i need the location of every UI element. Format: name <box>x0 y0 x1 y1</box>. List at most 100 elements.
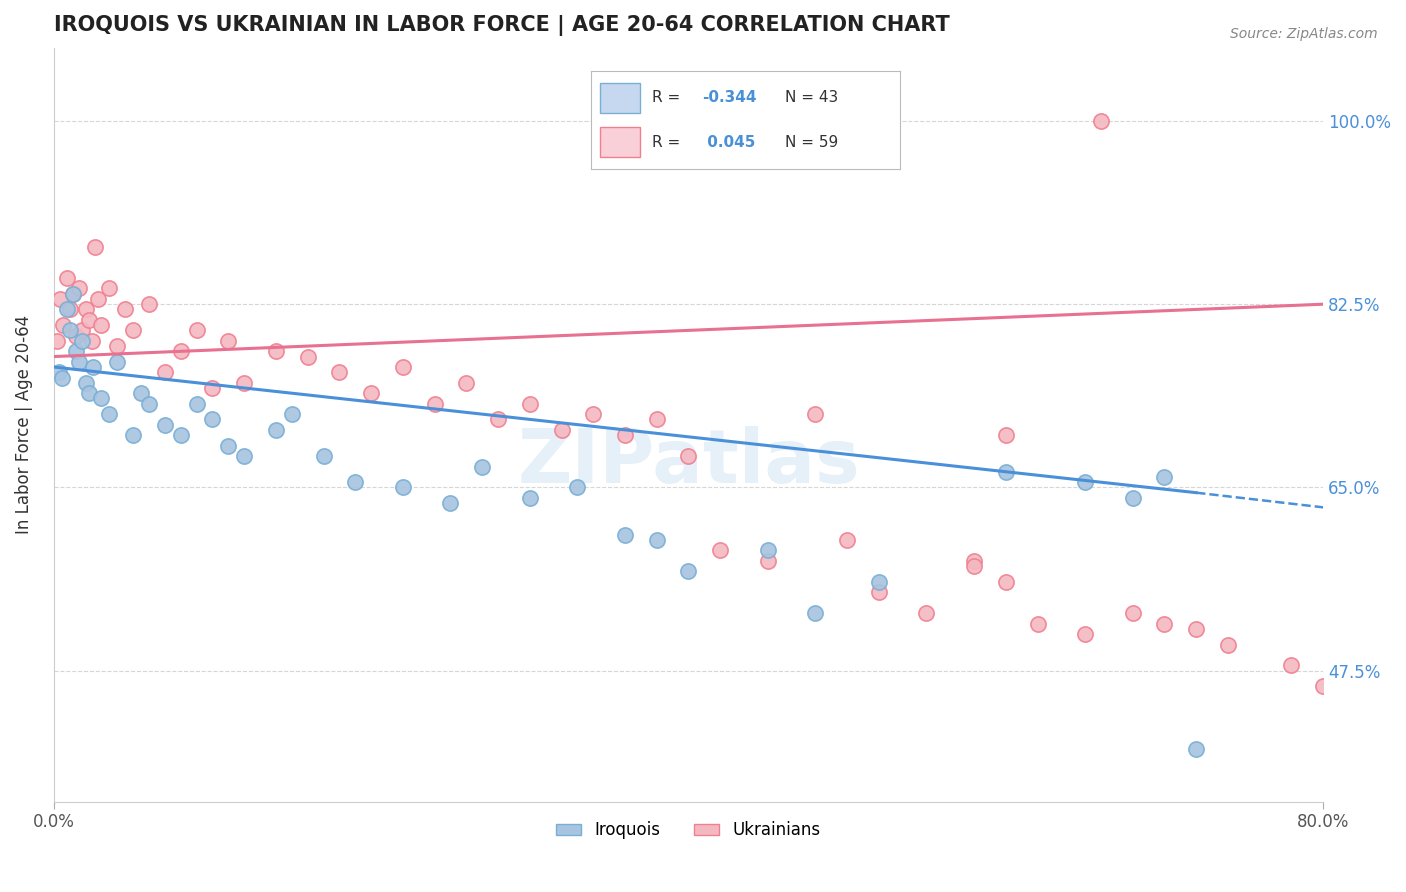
Point <box>1279 658 1302 673</box>
Point <box>77 313 100 327</box>
Point <box>90 392 112 406</box>
Point <box>186 397 208 411</box>
Point <box>170 344 193 359</box>
Point <box>217 439 239 453</box>
Point <box>1216 638 1239 652</box>
Point <box>1185 742 1208 756</box>
Text: N = 43: N = 43 <box>786 90 838 105</box>
Point <box>62 286 84 301</box>
Point <box>84 239 107 253</box>
Point <box>75 302 97 317</box>
Point <box>550 423 572 437</box>
Bar <box>600 83 640 112</box>
Point <box>75 376 97 390</box>
Text: Source: ZipAtlas.com: Source: ZipAtlas.com <box>1230 27 1378 41</box>
Point <box>963 554 986 568</box>
Point <box>138 297 160 311</box>
Point <box>456 376 478 390</box>
Point <box>678 449 700 463</box>
Point <box>1185 622 1208 636</box>
Point <box>77 386 100 401</box>
Point <box>59 302 82 317</box>
Point <box>582 407 605 421</box>
Point <box>49 292 72 306</box>
Point <box>65 328 87 343</box>
Point <box>67 281 90 295</box>
Point <box>645 533 668 547</box>
Point <box>297 350 319 364</box>
Point <box>67 355 90 369</box>
Point <box>1312 680 1334 694</box>
Point <box>105 339 128 353</box>
Point <box>201 412 224 426</box>
Point <box>868 574 890 589</box>
Point <box>709 543 731 558</box>
Point <box>1122 491 1144 505</box>
Point <box>83 359 105 374</box>
Point <box>170 428 193 442</box>
Point <box>392 359 415 374</box>
Point <box>963 559 986 574</box>
Point <box>804 606 827 620</box>
Point <box>486 412 509 426</box>
Point <box>153 365 176 379</box>
Point <box>233 376 256 390</box>
Point <box>1074 627 1097 641</box>
Point <box>1153 470 1175 484</box>
Point <box>868 585 890 599</box>
Point <box>98 407 121 421</box>
Point <box>65 344 87 359</box>
Point <box>1074 475 1097 490</box>
Point <box>423 397 446 411</box>
Text: R =: R = <box>652 90 686 105</box>
Point <box>915 606 938 620</box>
Point <box>756 554 779 568</box>
Point <box>87 292 110 306</box>
Point <box>153 417 176 432</box>
Point <box>55 271 77 285</box>
Text: -0.344: -0.344 <box>702 90 756 105</box>
Y-axis label: In Labor Force | Age 20-64: In Labor Force | Age 20-64 <box>15 315 32 534</box>
Point <box>312 449 335 463</box>
Point <box>264 344 287 359</box>
Point <box>80 334 103 348</box>
Point <box>994 465 1017 479</box>
Point <box>129 386 152 401</box>
Point <box>994 428 1017 442</box>
Point <box>1122 606 1144 620</box>
Text: R =: R = <box>652 135 686 150</box>
Point <box>756 543 779 558</box>
Point <box>837 533 859 547</box>
Legend: Iroquois, Ukrainians: Iroquois, Ukrainians <box>550 814 827 846</box>
Point <box>138 397 160 411</box>
Text: N = 59: N = 59 <box>786 135 838 150</box>
Text: ZIPatlas: ZIPatlas <box>517 425 860 499</box>
Point <box>645 412 668 426</box>
Point <box>59 323 82 337</box>
Point <box>614 527 637 541</box>
Point <box>72 323 94 337</box>
Point <box>1090 114 1112 128</box>
Point <box>281 407 304 421</box>
Point <box>614 428 637 442</box>
Point <box>105 355 128 369</box>
Point <box>519 491 541 505</box>
Point <box>360 386 382 401</box>
Bar <box>600 128 640 157</box>
Point <box>678 564 700 578</box>
Text: 0.045: 0.045 <box>702 135 755 150</box>
Point <box>55 302 77 317</box>
Text: IROQUOIS VS UKRAINIAN IN LABOR FORCE | AGE 20-64 CORRELATION CHART: IROQUOIS VS UKRAINIAN IN LABOR FORCE | A… <box>53 15 949 36</box>
Point <box>217 334 239 348</box>
Point <box>471 459 494 474</box>
Point <box>201 381 224 395</box>
Point <box>1153 616 1175 631</box>
Point <box>52 318 75 333</box>
Point <box>328 365 350 379</box>
Point <box>804 407 827 421</box>
Point <box>233 449 256 463</box>
Point <box>264 423 287 437</box>
Point <box>439 496 461 510</box>
Point <box>122 428 145 442</box>
Point <box>46 334 69 348</box>
